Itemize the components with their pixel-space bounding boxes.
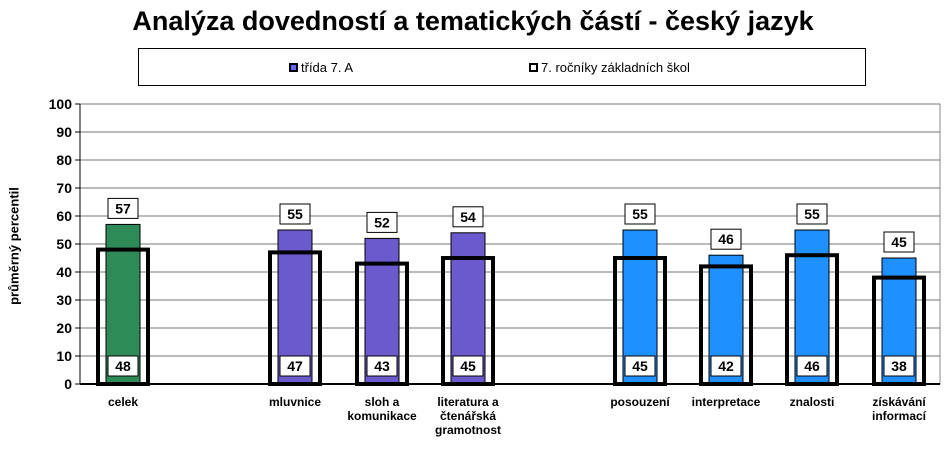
data-label-box-schools [452, 355, 484, 377]
data-label-class: 52 [374, 214, 390, 230]
y-tick-label: 90 [56, 124, 72, 140]
y-tick-label: 0 [64, 376, 72, 392]
x-tick-label: gramotnost [435, 423, 501, 437]
data-label-schools: 48 [115, 358, 131, 374]
y-tick-label: 60 [56, 208, 72, 224]
data-label-box-class [710, 228, 742, 250]
legend-item-schools: 7. ročníky základních škol [529, 60, 690, 75]
bar-schools [872, 275, 926, 387]
data-label-box-class [279, 203, 311, 225]
data-label-box-schools [796, 355, 828, 377]
data-label-box-schools [366, 355, 398, 377]
data-label-box-schools [624, 355, 656, 377]
data-label-box-class [883, 231, 915, 253]
data-label-box-class [452, 206, 484, 228]
x-tick-label: znalosti [790, 395, 835, 409]
data-label-schools: 45 [632, 358, 648, 374]
y-tick-label: 70 [56, 180, 72, 196]
y-tick-label: 40 [56, 264, 72, 280]
x-tick-label: komunikace [347, 409, 417, 423]
data-label-box-class [366, 211, 398, 233]
data-label-box-schools [883, 355, 915, 377]
legend-label-schools: 7. ročníky základních škol [541, 60, 690, 75]
data-label-class: 55 [287, 206, 303, 222]
data-label-schools: 38 [891, 358, 907, 374]
bar-schools [96, 247, 150, 386]
data-label-class: 54 [460, 209, 476, 225]
y-tick-label: 20 [56, 320, 72, 336]
bar-schools [613, 256, 667, 386]
legend: třída 7. A 7. ročníky základních škol [138, 48, 866, 86]
chart-title: Analýza dovedností a tematických částí -… [132, 6, 814, 36]
bar-schools [441, 256, 495, 386]
bar-schools [699, 264, 753, 386]
data-label-schools: 42 [718, 358, 734, 374]
data-label-box-class [624, 203, 656, 225]
y-tick-label: 30 [56, 292, 72, 308]
x-tick-label: posouzení [610, 395, 670, 409]
data-label-box-class [107, 197, 139, 219]
x-tick-label: interpretace [692, 395, 761, 409]
x-tick-label: čtenářská [440, 409, 496, 423]
data-label-class: 46 [718, 231, 734, 247]
y-tick-label: 50 [56, 236, 72, 252]
legend-label-class: třída 7. A [301, 60, 354, 75]
x-tick-label: literatura a [437, 395, 499, 409]
legend-item-class: třída 7. A [289, 60, 353, 75]
data-label-box-class [796, 203, 828, 225]
y-tick-label: 80 [56, 152, 72, 168]
bar-schools [785, 253, 839, 386]
legend-swatch-schools [529, 63, 538, 72]
x-tick-label: mluvnice [269, 395, 321, 409]
data-label-class: 45 [891, 234, 907, 250]
data-label-schools: 45 [460, 358, 476, 374]
bar-schools [268, 250, 322, 386]
x-tick-label: celek [108, 395, 138, 409]
data-label-box-schools [107, 355, 139, 377]
x-tick-label: sloh a [365, 395, 400, 409]
data-label-schools: 46 [804, 358, 820, 374]
x-tick-label: získávání [872, 395, 926, 409]
data-label-class: 55 [804, 206, 820, 222]
x-tick-label: informací [872, 409, 927, 423]
bar-schools [355, 261, 409, 387]
data-label-schools: 47 [287, 358, 303, 374]
data-label-class: 57 [115, 200, 131, 216]
data-label-class: 55 [632, 206, 648, 222]
data-label-schools: 43 [374, 358, 390, 374]
y-tick-label: 100 [49, 96, 73, 112]
legend-swatch-class [289, 63, 298, 72]
data-label-box-schools [710, 355, 742, 377]
y-tick-label: 10 [56, 348, 72, 364]
data-label-box-schools [279, 355, 311, 377]
